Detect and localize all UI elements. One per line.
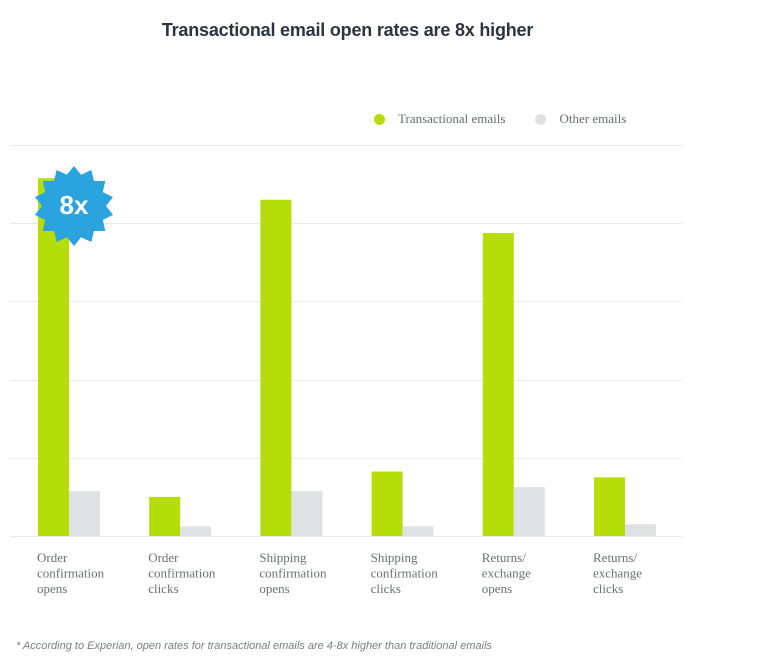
legend-item-transactional: Transactional emails [374, 111, 505, 127]
bar-transactional [260, 199, 292, 537]
bar-transactional [482, 232, 514, 536]
x-tick-label: Order confirmation opens [37, 550, 105, 596]
badge-text: 8x [59, 190, 89, 220]
bar-other [180, 526, 212, 536]
bar-transactional [371, 471, 403, 536]
bar-transactional [594, 477, 625, 536]
bar-other [513, 487, 545, 536]
x-tick-label: Returns/exchange clicks [593, 550, 642, 596]
legend-dot-other [535, 113, 547, 125]
x-tick-label: Shipping confirmation opens [259, 550, 327, 596]
bar-other [69, 491, 100, 536]
bar-other [625, 524, 656, 536]
legend-label-transactional: Transactional emails [398, 111, 506, 126]
chart-title: Transactional email open rates are 8x hi… [161, 20, 534, 40]
x-tick-label: Returns/exchange opens [482, 550, 531, 596]
legend-label-other: Other emails [559, 111, 627, 126]
bar-transactional [149, 496, 181, 536]
x-tick-label: Shipping confirmation clicks [371, 550, 439, 596]
legend-dot-transactional [374, 113, 385, 125]
legend-item-other: Other emails [535, 111, 626, 127]
starburst-badge: 8x [33, 165, 115, 247]
starburst-badge-icon [35, 166, 113, 246]
legend: Transactional emails Other emails [374, 110, 656, 128]
bar-other [291, 491, 323, 536]
footnote: * According to Experian, open rates for … [16, 640, 492, 652]
bar-other [402, 526, 434, 536]
x-tick-label: Order confirmation clicks [148, 550, 216, 596]
